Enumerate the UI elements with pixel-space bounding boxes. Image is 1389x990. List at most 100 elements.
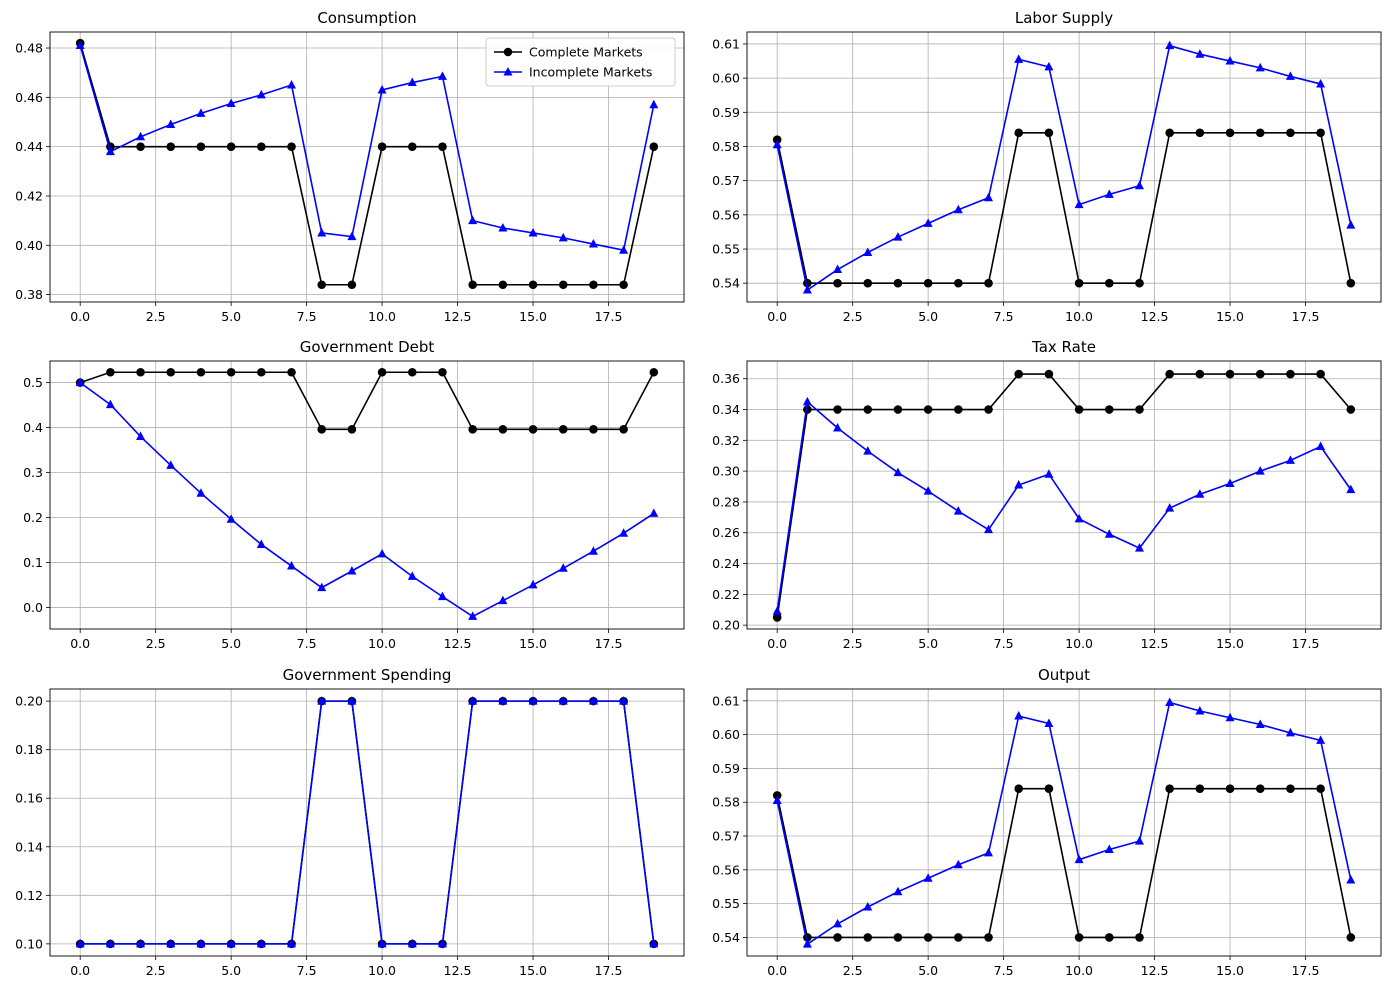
data-point [166,938,176,948]
x-tick-label: 0.0 [70,963,90,978]
data-point [953,506,963,515]
y-tick-label: 0.57 [712,173,740,188]
x-tick-label: 5.0 [918,963,938,978]
data-point [256,89,266,99]
data-point [772,139,782,149]
data-point [317,696,327,705]
panel-0: 0.0 2.5 5.0 7.5 10.0 12.5 15.0 17.5 0.38 0.40 0.42… [15,9,685,324]
x-tick-label: 15.0 [1216,309,1244,324]
data-point [863,405,873,414]
data-point [317,425,327,434]
x-tick-label: 7.5 [297,963,317,978]
data-point [226,514,236,523]
data-point [256,539,266,548]
data-point [1195,489,1205,498]
data-point [984,278,993,288]
data-point [1014,54,1024,63]
data-point [1286,784,1295,794]
x-tick-label: 0.0 [767,309,787,324]
data-point [226,98,236,108]
data-point [1346,484,1356,494]
data-point [893,886,903,896]
data-point [1104,278,1114,288]
data-point [1134,543,1144,552]
data-point [196,488,206,497]
x-tick-label: 10.0 [368,636,396,651]
series-complete-markets [772,128,1356,288]
panel-title: Labor Supply [1015,9,1113,27]
y-tick-label: 0.0 [23,600,43,615]
data-point [893,278,903,288]
data-point [468,215,478,225]
data-point [772,613,782,622]
data-point [1104,529,1114,538]
x-tick-label: 0.0 [70,636,90,651]
data-point [226,142,236,151]
data-point [1316,128,1325,138]
data-point [558,232,568,242]
y-tick-label: 0.4 [23,420,43,435]
data-point [954,405,963,414]
series-incomplete-markets [772,40,1356,294]
data-point [1104,189,1114,198]
x-tick-label: 15.0 [1216,636,1244,651]
data-point [1014,784,1024,794]
data-point [1285,455,1295,464]
y-tick-label: 0.14 [15,839,43,854]
legend-marker [503,67,513,76]
data-point [1346,220,1356,229]
data-point [1104,844,1114,854]
legend-label: Complete Markets [529,45,643,60]
data-point [1285,727,1295,737]
data-point [923,486,933,495]
data-point [256,938,266,948]
data-point [105,938,115,948]
y-tick-label: 0.1 [23,555,43,570]
y-tick-label: 0.30 [712,464,740,479]
data-point [75,377,85,387]
data-point [1286,369,1295,379]
data-point [287,938,297,948]
data-point [498,223,508,232]
data-point [1134,836,1144,845]
series-incomplete-markets [75,696,659,948]
data-point [802,285,812,294]
data-point [1165,784,1174,794]
data-point [1044,784,1054,794]
y-tick-label: 0.57 [712,829,740,844]
data-point [407,367,417,377]
data-point [1165,128,1174,138]
x-tick-label: 12.5 [444,636,472,651]
data-point [772,135,782,144]
data-point [166,460,176,469]
data-point [1225,128,1235,138]
data-point [984,405,993,414]
data-point [1285,71,1295,80]
axes-frame [49,360,685,630]
y-tick-label: 0.38 [15,287,43,302]
y-tick-label: 0.20 [712,618,740,633]
x-tick-label: 17.5 [595,963,623,978]
series-line [776,44,1352,292]
axes-frame [746,360,1382,630]
data-point [558,280,568,290]
data-point [347,696,357,705]
x-tick-label: 0.0 [70,309,90,324]
data-point [833,264,843,274]
axes-frame [746,31,1382,303]
data-point [1346,874,1356,884]
data-point [287,80,297,89]
data-point [1134,180,1144,190]
data-point [317,280,327,290]
data-point [1316,369,1325,379]
y-tick-label: 0.26 [712,525,740,540]
x-tick-label: 17.5 [1292,309,1320,324]
x-tick-label: 7.5 [297,636,317,651]
panel-title: Tax Rate [1031,338,1096,356]
data-point [528,280,538,290]
data-point [468,611,478,620]
data-point [407,77,417,87]
y-tick-label: 0.58 [712,795,740,810]
data-point [1225,784,1235,794]
axes-frame [746,688,1382,957]
